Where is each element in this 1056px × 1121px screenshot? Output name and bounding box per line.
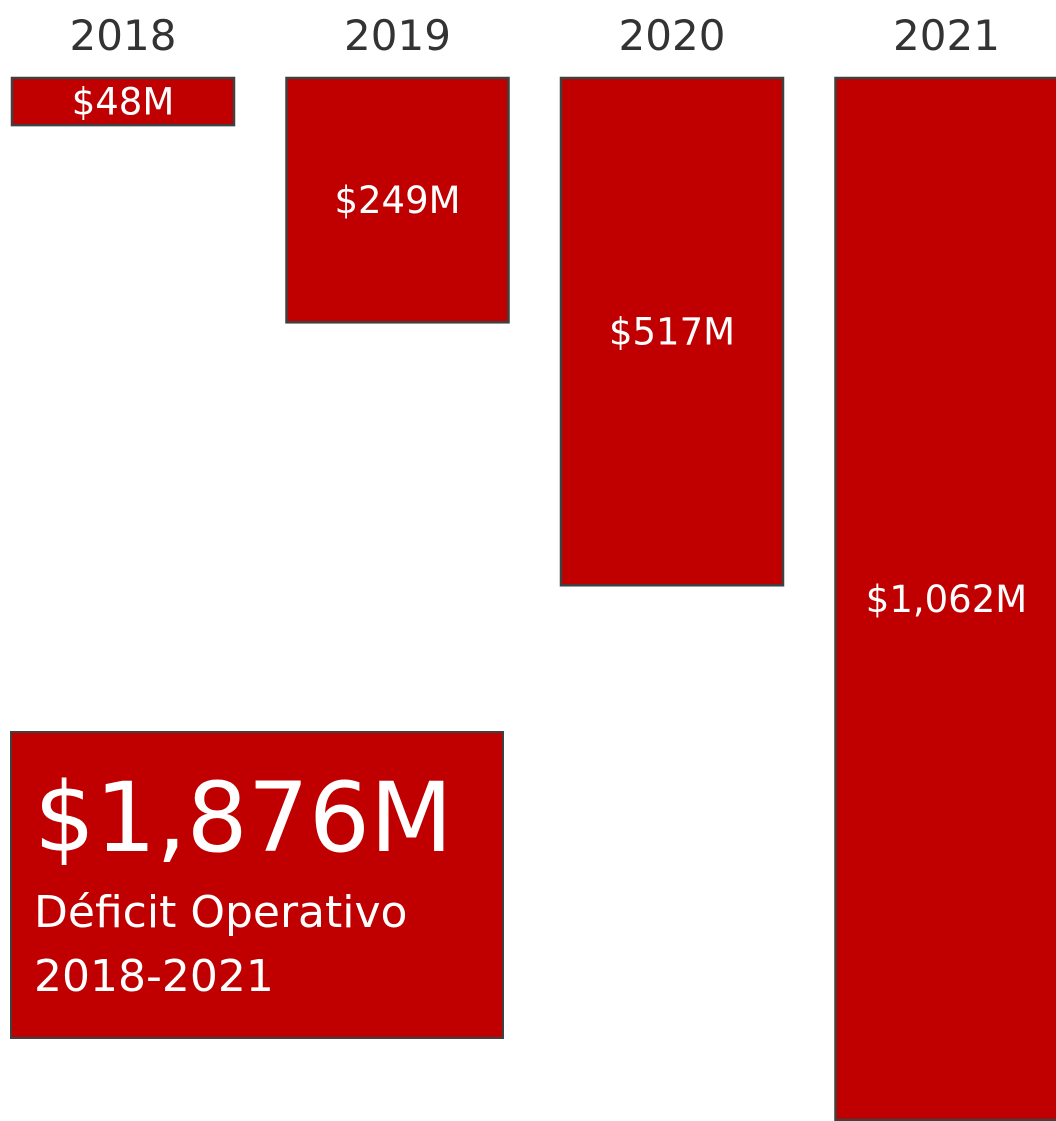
summary-box: $1,876M Déficit Operativo 2018-2021 [10,731,504,1039]
year-label-2018: 2018 [70,11,177,60]
summary-period: 2018-2021 [34,951,274,1002]
bar-2020 [559,76,785,587]
bar-2018 [10,76,236,127]
bar-value-2019: $249M [334,179,460,222]
summary-total: $1,876M [34,762,453,874]
year-label-2020: 2020 [619,11,726,60]
bar-value-2020: $517M [609,311,735,354]
bar-2021 [834,76,1056,1121]
year-label-2021: 2021 [893,11,1000,60]
year-label-2019: 2019 [344,11,451,60]
summary-label: Déficit Operativo [34,887,408,938]
bar-value-2018: $48M [72,81,175,124]
bar-2019 [285,76,510,324]
bar-value-2021: $1,062M [866,578,1027,621]
